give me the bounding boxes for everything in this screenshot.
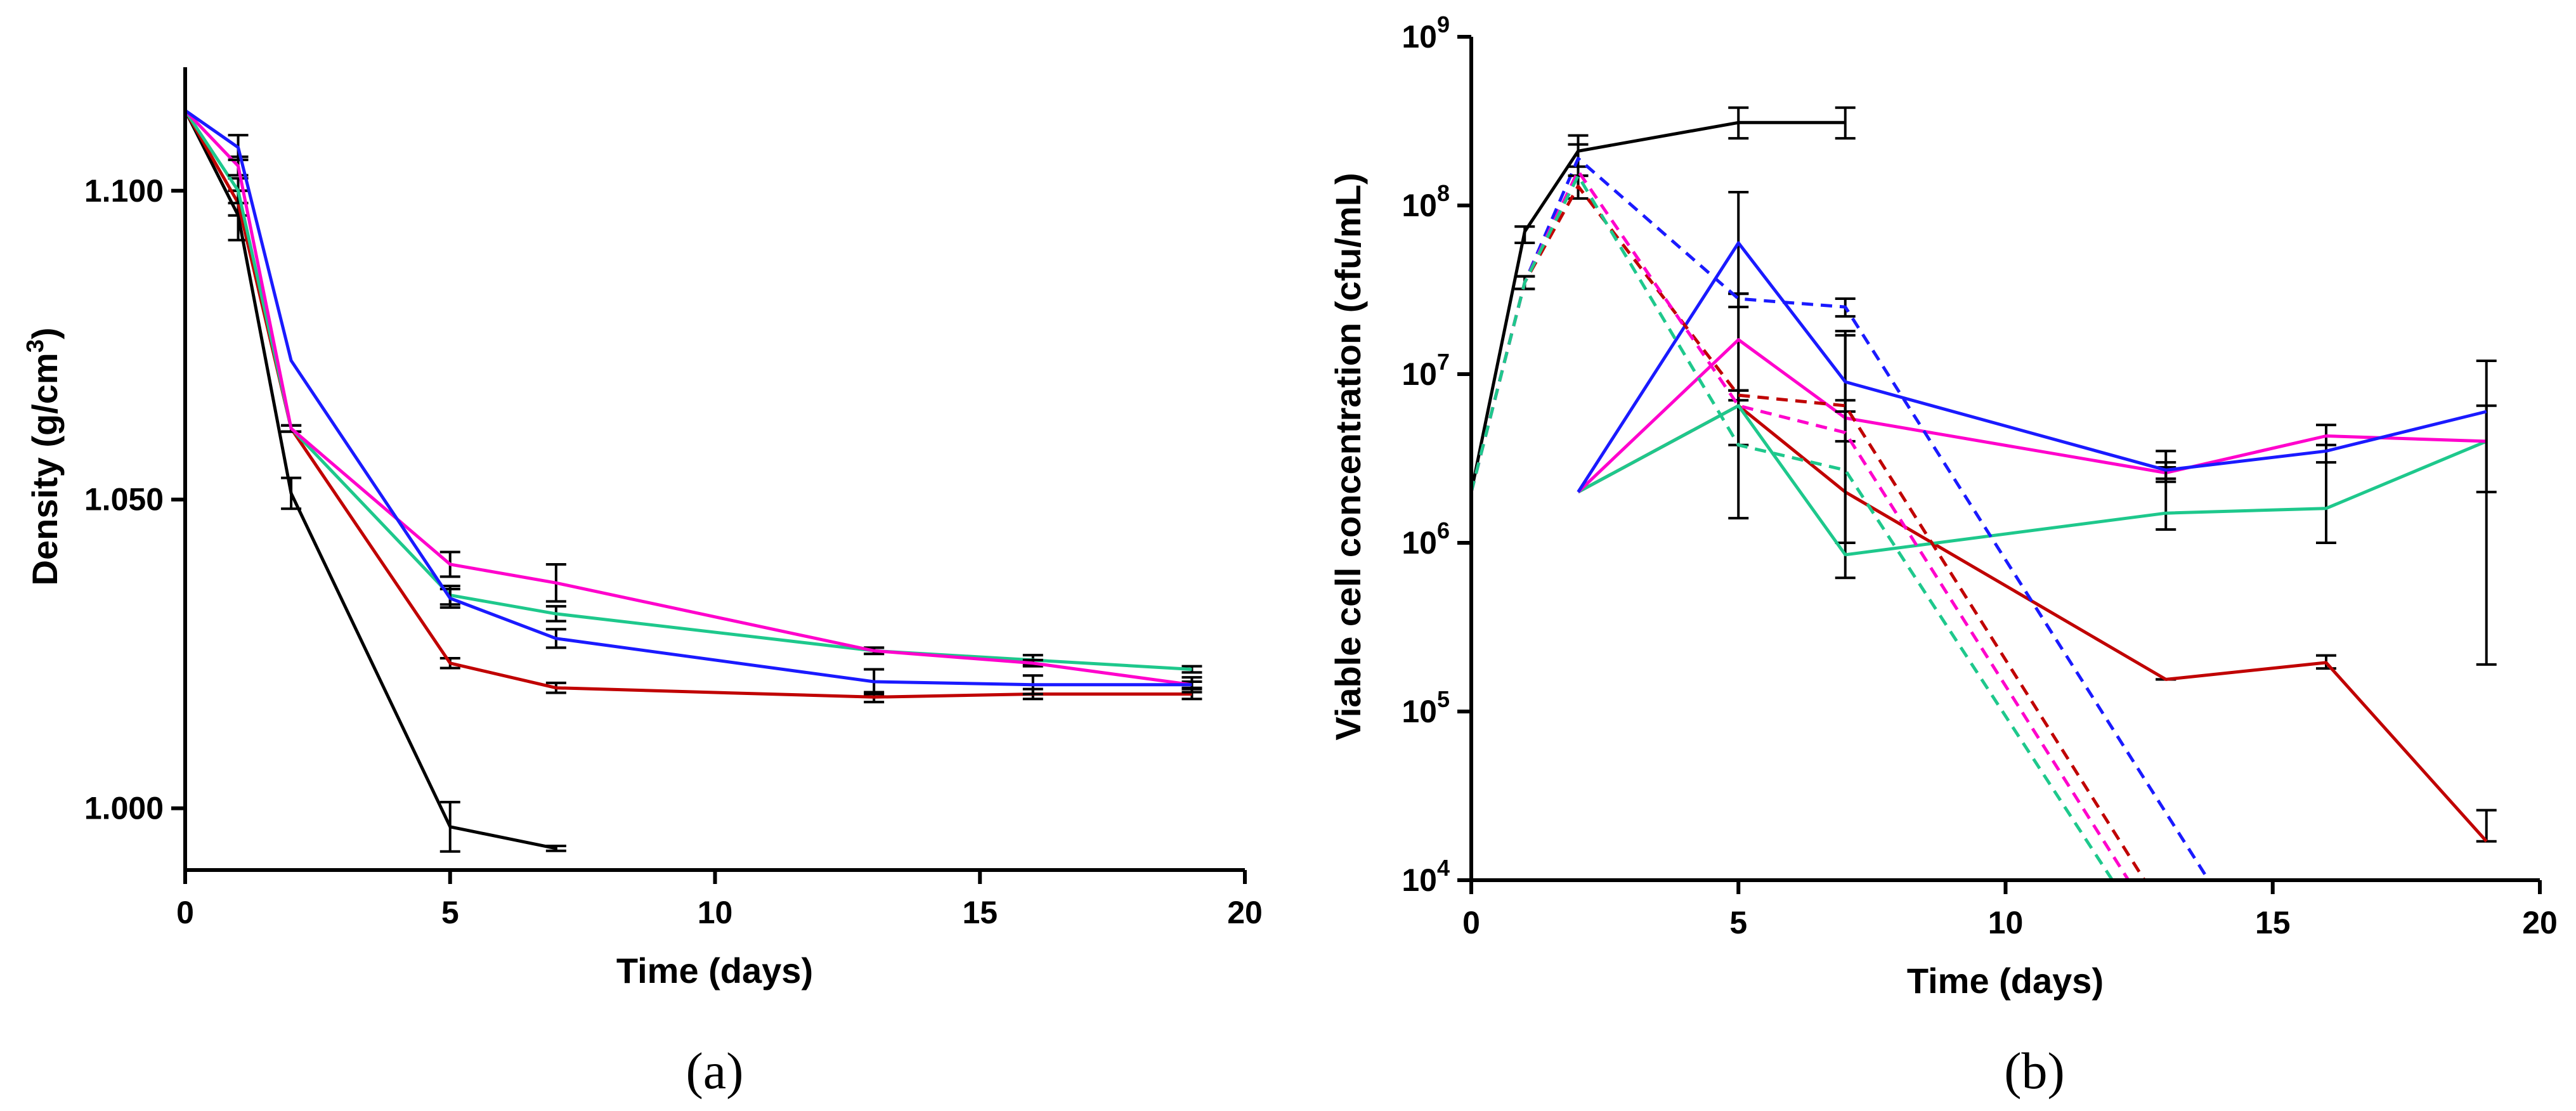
- y-tick-label: 1.050: [84, 482, 164, 517]
- panel-a-x-axis-title: Time (days): [616, 951, 813, 991]
- x-tick-label: 15: [962, 895, 998, 930]
- series-line-blue-dashed: [1469, 157, 2210, 881]
- series-line-green-dashed: [1469, 174, 2114, 881]
- series-magenta-dashed: [1469, 169, 2130, 881]
- x-tick-label: 5: [441, 895, 459, 930]
- y-tick-label: 1.100: [84, 173, 164, 209]
- series-line-blue: [1577, 241, 2487, 493]
- panel-b-label: (b): [2004, 1042, 2065, 1100]
- x-tick-label: 10: [698, 895, 733, 930]
- series-black: [183, 110, 566, 853]
- panel-b-series-group: [1469, 106, 2497, 881]
- y-tick-label: 106: [1402, 517, 1450, 561]
- y-tick-label: 109: [1402, 11, 1450, 55]
- panel-a-ticks-group: 0 5 10 15 20 1.000 1.050 1.100: [84, 173, 1263, 930]
- panel-a-label: (a): [686, 1042, 743, 1100]
- y-tick-label: 1.000: [84, 791, 164, 826]
- series-line-magenta: [184, 109, 1192, 687]
- series-line-green: [1577, 404, 2487, 557]
- x-tick-label: 5: [1729, 905, 1747, 940]
- panel-a-y-axis-title: Density (g/cm3): [22, 328, 65, 586]
- panel-b-x-axis-title: Time (days): [1907, 961, 2104, 1001]
- series-green-dashed: [1469, 174, 2114, 881]
- series-blue: [1577, 190, 2497, 493]
- x-tick-label: 0: [1462, 905, 1480, 940]
- panel-a-series-group: [183, 109, 1202, 853]
- series-line-blue: [184, 109, 1192, 687]
- x-tick-label: 20: [1227, 895, 1263, 930]
- y-tick-label: 107: [1402, 349, 1450, 392]
- panel-b-ticks-group: 0 5 10 15 20 104 105 106 107 108 109: [1402, 11, 2557, 940]
- series-line-red: [183, 109, 1192, 699]
- panel-b-viable-cell-chart: 0 5 10 15 20 104 105 106 107 108 109 Time (days) V…: [1328, 11, 2558, 1100]
- y-tick-label: 104: [1402, 855, 1450, 898]
- series-line-red: [1577, 404, 2488, 843]
- series-line-green: [183, 109, 1192, 671]
- series-red: [1577, 389, 2497, 843]
- x-tick-label: 10: [1988, 905, 2024, 940]
- y-tick-label: 108: [1402, 180, 1450, 223]
- x-tick-label: 0: [176, 895, 194, 930]
- series-blue: [184, 109, 1202, 696]
- series-line-magenta-dashed: [1469, 169, 2130, 881]
- series-black: [1469, 106, 1856, 493]
- series-magenta: [184, 109, 1202, 689]
- series-blue-dashed: [1469, 143, 2210, 881]
- series-line-black: [183, 110, 557, 850]
- panel-a-density-chart: 0 5 10 15 20 1.000 1.050 1.100 Time (days) Dens…: [22, 67, 1263, 1100]
- y-tick-label: 105: [1402, 686, 1450, 729]
- series-magenta: [1577, 338, 2487, 493]
- x-tick-label: 15: [2255, 905, 2291, 940]
- series-line-magenta: [1577, 338, 2487, 493]
- panel-b-y-axis-title: Viable cell concentration (cfu/mL): [1328, 172, 1368, 740]
- x-tick-label: 20: [2522, 905, 2558, 940]
